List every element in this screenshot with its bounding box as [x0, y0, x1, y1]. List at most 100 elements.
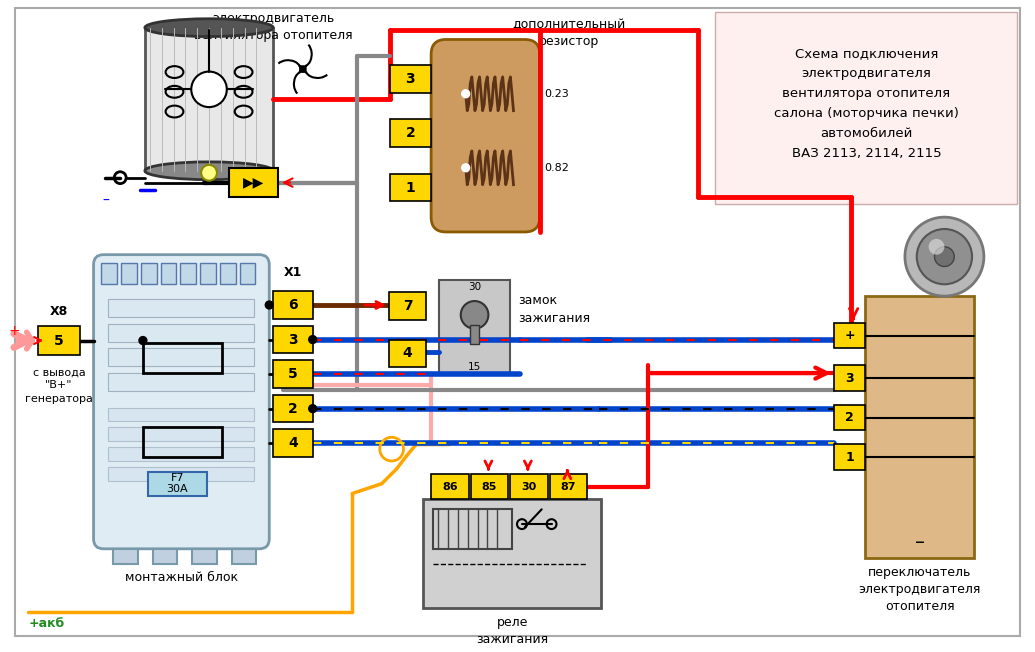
Bar	[143, 428, 221, 457]
Text: электродвигатель
вентилятора отопителя: электродвигатель вентилятора отопителя	[194, 12, 353, 42]
Bar	[550, 474, 587, 499]
Text: +: +	[9, 323, 21, 338]
Bar	[834, 365, 865, 391]
Text: 30: 30	[468, 282, 481, 292]
Text: +акб: +акб	[28, 617, 64, 630]
Text: Х8: Х8	[50, 305, 68, 318]
Text: 1: 1	[846, 451, 854, 464]
Text: переключатель
электродвигателя
отопителя: переключатель электродвигателя отопителя	[859, 565, 981, 613]
Text: 0.82: 0.82	[544, 163, 569, 173]
Text: 3: 3	[846, 372, 854, 385]
Text: 2: 2	[288, 402, 298, 415]
Bar	[109, 324, 255, 342]
Bar	[109, 348, 255, 366]
Bar	[113, 549, 138, 563]
Bar	[470, 325, 479, 344]
Bar	[121, 263, 137, 284]
Bar	[109, 408, 255, 421]
Text: дополнительный
резистор: дополнительный резистор	[512, 18, 626, 48]
Bar	[232, 549, 257, 563]
Circle shape	[308, 336, 317, 344]
Bar	[389, 65, 432, 93]
Circle shape	[191, 72, 227, 107]
Bar	[180, 263, 197, 284]
Bar	[423, 499, 601, 608]
Bar	[471, 474, 508, 499]
Bar	[273, 361, 313, 388]
Bar	[273, 326, 313, 353]
Text: +: +	[845, 329, 855, 342]
Bar	[439, 280, 510, 374]
Bar	[160, 263, 177, 284]
Text: Х1: Х1	[284, 266, 302, 279]
FancyBboxPatch shape	[93, 255, 269, 549]
Bar	[510, 474, 548, 499]
Text: 4: 4	[288, 436, 298, 450]
Bar	[834, 405, 865, 430]
Bar	[219, 263, 236, 284]
Bar	[240, 263, 256, 284]
Circle shape	[935, 246, 954, 267]
Text: Схема подключения
электродвигателя
вентилятора отопителя
салона (моторчика печки: Схема подключения электродвигателя венти…	[774, 47, 958, 160]
Text: F7
30А: F7 30А	[167, 473, 188, 494]
Bar	[834, 323, 865, 348]
Bar	[38, 326, 80, 355]
Text: 0.23: 0.23	[544, 89, 569, 98]
Bar	[229, 168, 278, 198]
Bar	[145, 27, 273, 171]
Bar	[109, 428, 255, 441]
Text: 86: 86	[442, 482, 457, 492]
Text: 3: 3	[406, 72, 415, 86]
Circle shape	[917, 229, 972, 284]
Bar	[389, 340, 426, 367]
Text: 5: 5	[54, 334, 64, 348]
Circle shape	[265, 301, 273, 309]
Text: 15: 15	[468, 362, 481, 372]
Bar	[715, 12, 1017, 204]
Bar	[101, 263, 117, 284]
Circle shape	[462, 164, 470, 171]
Text: –: –	[102, 194, 109, 207]
Bar	[834, 444, 865, 470]
Text: 85: 85	[481, 482, 497, 492]
Circle shape	[928, 239, 944, 255]
Bar	[865, 296, 974, 557]
Bar	[141, 263, 156, 284]
Text: 3: 3	[288, 333, 298, 347]
Circle shape	[139, 336, 147, 344]
Text: 7: 7	[403, 299, 412, 313]
Text: 6: 6	[288, 298, 298, 312]
Circle shape	[462, 90, 470, 98]
Text: реле
зажигания: реле зажигания	[476, 616, 549, 646]
Circle shape	[201, 165, 217, 181]
Text: с вывода
"В+"
генератора: с вывода "В+" генератора	[25, 367, 93, 404]
Text: –: –	[915, 533, 924, 552]
Text: 1: 1	[406, 181, 415, 194]
Bar	[109, 373, 255, 391]
Text: замок
зажигания: замок зажигания	[518, 295, 590, 325]
Circle shape	[308, 405, 317, 413]
Ellipse shape	[145, 162, 273, 180]
Bar	[148, 472, 207, 496]
Bar	[200, 263, 216, 284]
Bar	[273, 395, 313, 422]
Circle shape	[461, 301, 489, 329]
Bar	[389, 292, 426, 319]
Text: 4: 4	[403, 346, 412, 361]
Bar	[193, 549, 217, 563]
Bar	[273, 430, 313, 457]
Circle shape	[905, 217, 984, 296]
Ellipse shape	[145, 19, 273, 37]
Bar	[389, 119, 432, 147]
Circle shape	[300, 66, 305, 72]
Bar	[109, 467, 255, 481]
Text: 87: 87	[561, 482, 576, 492]
Text: 2: 2	[406, 126, 415, 140]
Bar	[153, 549, 177, 563]
Text: 2: 2	[846, 411, 854, 424]
Bar	[273, 291, 313, 319]
Bar	[109, 447, 255, 461]
Bar	[389, 173, 432, 201]
Text: монтажный блок: монтажный блок	[125, 570, 238, 584]
Text: 5: 5	[288, 367, 298, 381]
